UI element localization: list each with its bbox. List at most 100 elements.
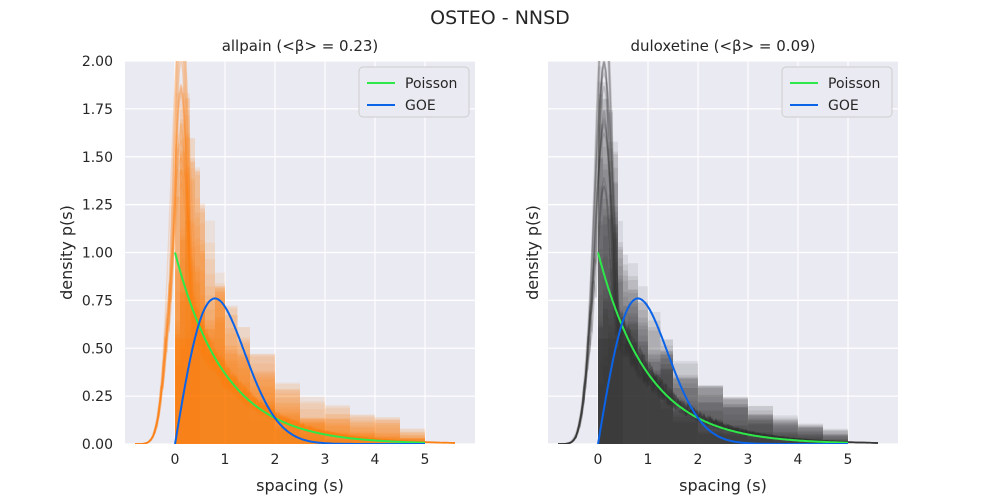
sample-bar: [275, 427, 300, 444]
sample-bar: [250, 420, 275, 444]
sample-bar: [175, 196, 180, 444]
sample-bar: [175, 338, 200, 444]
sample-bar: [598, 66, 603, 444]
sample-bar: [613, 330, 618, 444]
sample-bar: [175, 253, 180, 444]
sample-bar: [618, 309, 623, 444]
sample-bar: [180, 239, 185, 444]
sample-bar: [618, 266, 623, 444]
sample-bar: [613, 226, 618, 444]
sample-bar: [180, 300, 185, 444]
sample-bar: [205, 328, 215, 444]
sample-bar: [648, 358, 661, 444]
sample-bar: [673, 417, 698, 444]
sample-bar: [175, 334, 180, 444]
sample-bar: [608, 332, 613, 444]
sample-bar: [300, 432, 325, 444]
sample-bar: [325, 433, 350, 444]
sample-bar: [773, 432, 798, 444]
sample-bar: [603, 198, 608, 444]
sample-bar: [608, 317, 613, 444]
sample-bar: [195, 238, 200, 444]
sample-bar: [660, 401, 673, 444]
sample-kde-curve: [558, 85, 878, 444]
sample-bar: [623, 328, 628, 444]
sample-bar: [698, 385, 723, 444]
x-tick-label: 0: [171, 452, 180, 468]
sample-bar: [225, 305, 238, 444]
sample-bar: [623, 348, 628, 444]
sample-bar: [190, 309, 195, 444]
sample-bar: [638, 317, 648, 444]
sample-bar: [623, 355, 628, 444]
sample-bar: [195, 328, 200, 444]
sample-bar: [325, 433, 350, 444]
sample-bar: [215, 298, 225, 444]
sample-bar: [400, 437, 425, 444]
sample-bar: [350, 440, 375, 444]
sample-bar: [613, 212, 618, 444]
sample-bar: [698, 387, 723, 444]
sample-bar: [598, 384, 603, 444]
sample-histogram: [175, 161, 425, 444]
sample-bar: [300, 401, 325, 444]
sample-bar: [300, 422, 325, 444]
sample-bar: [638, 362, 648, 444]
sample-bar: [215, 364, 225, 444]
sample-bar: [698, 388, 723, 444]
sample-bar: [215, 272, 225, 444]
sample-bar: [237, 399, 250, 444]
sample-bar: [608, 171, 613, 444]
sample-bar: [613, 347, 618, 444]
sample-bar: [237, 392, 250, 444]
sample-bar: [205, 320, 215, 444]
sample-bar: [598, 158, 603, 444]
sample-bar: [748, 414, 773, 444]
sample-bar: [200, 251, 205, 444]
sample-histogram: [598, 99, 848, 444]
sample-bar: [723, 433, 748, 444]
x-tick-label: 1: [644, 452, 653, 468]
sample-bar: [325, 422, 350, 444]
sample-bar: [628, 341, 638, 444]
sample-bar: [773, 439, 798, 444]
sample-bar: [325, 423, 350, 444]
sample-bar: [608, 109, 613, 444]
x-tick-label: 0: [594, 452, 603, 468]
sample-bar: [628, 333, 638, 444]
sample-bar: [673, 383, 698, 444]
sample-bar: [250, 401, 275, 444]
sample-bar: [185, 220, 190, 444]
sample-bar: [325, 426, 350, 444]
sample-bar: [608, 268, 613, 444]
sample-bar: [185, 97, 190, 444]
sample-bar: [660, 401, 673, 444]
sample-bar: [603, 256, 608, 444]
sample-bar: [628, 306, 638, 444]
x-tick-label: 4: [794, 452, 803, 468]
sample-bar: [250, 392, 275, 444]
legend-label-poisson: Poisson: [405, 76, 457, 92]
sample-bar: [628, 322, 638, 444]
sample-bar: [598, 324, 603, 444]
sample-bar: [205, 356, 215, 444]
legend-label-goe: GOE: [405, 98, 436, 114]
sample-bar: [638, 365, 648, 444]
sample-bar: [660, 339, 673, 444]
sample-bar: [613, 183, 618, 444]
sample-bar: [628, 313, 638, 444]
sample-bar: [195, 272, 200, 444]
sample-histogram: [598, 214, 848, 444]
sample-bar: [205, 352, 215, 444]
sample-bar: [175, 291, 180, 444]
sample-bar: [723, 404, 748, 444]
sample-bar: [180, 154, 185, 444]
sample-bar: [723, 407, 748, 444]
panel-duloxetine: 0 1 2 3 4 5 spacing (s) density p(s) duloxetine …: [523, 37, 898, 495]
sample-bar: [275, 384, 300, 444]
sample-bar: [200, 254, 205, 444]
sample-bar: [190, 240, 195, 444]
y-tick-label: 0.50: [82, 341, 113, 357]
sample-bar: [185, 133, 190, 444]
sample-bar: [200, 203, 205, 444]
